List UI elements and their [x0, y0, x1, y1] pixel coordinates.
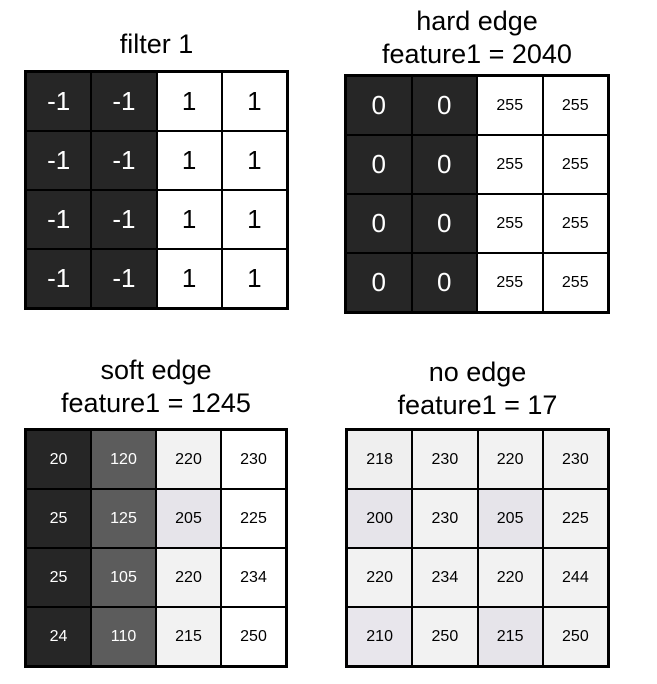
- matrix-cell: 0: [346, 76, 412, 135]
- matrix-cell: 255: [542, 253, 608, 312]
- matrix-cell: 1: [156, 72, 222, 131]
- matrix-cell: 110: [91, 607, 156, 666]
- matrix-cell: 200: [347, 489, 413, 548]
- matrix-cell: 125: [91, 489, 156, 548]
- matrix-cell: 220: [477, 548, 543, 607]
- panel-title: hard edge feature1 = 2040: [344, 5, 610, 71]
- panel-title: filter 1: [24, 28, 289, 61]
- matrix-cell: -1: [26, 249, 92, 308]
- matrix-cell: 220: [156, 430, 221, 489]
- matrix-cell: 1: [221, 131, 287, 190]
- matrix-cell: 250: [412, 607, 478, 666]
- matrix-cell: 234: [412, 548, 478, 607]
- matrix-cell: -1: [26, 190, 92, 249]
- matrix-cell: 230: [412, 489, 478, 548]
- matrix-cell: 105: [91, 548, 156, 607]
- matrix-grid: 20 120 220 230 25 125 205 225 25 105 220 234 24 110 21…: [24, 428, 288, 668]
- matrix-cell: 1: [221, 72, 287, 131]
- matrix-cell: 120: [91, 430, 156, 489]
- matrix-cell: 1: [221, 190, 287, 249]
- matrix-cell: -1: [91, 249, 157, 308]
- matrix-cell: 210: [347, 607, 413, 666]
- title-line: feature1 = 2040: [382, 39, 572, 69]
- matrix-cell: 255: [477, 194, 543, 253]
- matrix-cell: 220: [477, 430, 543, 489]
- panel-title: no edge feature1 = 17: [345, 356, 610, 422]
- matrix-cell: 255: [477, 76, 543, 135]
- matrix-cell: 230: [412, 430, 478, 489]
- matrix-cell: 25: [26, 489, 91, 548]
- matrix-cell: 25: [26, 548, 91, 607]
- matrix-cell: 1: [221, 249, 287, 308]
- title-line: no edge: [428, 357, 527, 387]
- matrix-cell: 218: [347, 430, 413, 489]
- panel-no-edge: no edge feature1 = 17 218 230 220 230 200 230…: [345, 356, 610, 668]
- title-line: feature1 = 1245: [61, 388, 251, 418]
- title-line: filter 1: [119, 29, 194, 59]
- matrix-cell: 205: [477, 489, 543, 548]
- matrix-grid: 218 230 220 230 200 230 205 225 220 234 220 244 210 2…: [345, 428, 610, 668]
- matrix-cell: 215: [477, 607, 543, 666]
- matrix-cell: 225: [542, 489, 608, 548]
- matrix-cell: 244: [542, 548, 608, 607]
- matrix-cell: 220: [347, 548, 413, 607]
- matrix-cell: 1: [156, 131, 222, 190]
- matrix-cell: 0: [346, 253, 412, 312]
- matrix-cell: -1: [91, 72, 157, 131]
- matrix-cell: 0: [411, 135, 477, 194]
- matrix-cell: 24: [26, 607, 91, 666]
- matrix-cell: 215: [156, 607, 221, 666]
- matrix-cell: 205: [156, 489, 221, 548]
- matrix-cell: 0: [411, 76, 477, 135]
- matrix-cell: 255: [477, 253, 543, 312]
- matrix-cell: 1: [156, 249, 222, 308]
- matrix-cell: 1: [156, 190, 222, 249]
- panel-soft-edge: soft edge feature1 = 1245 20 120 220 230 25 1…: [24, 354, 288, 668]
- matrix-cell: -1: [91, 131, 157, 190]
- matrix-cell: -1: [91, 190, 157, 249]
- matrix-cell: 0: [346, 194, 412, 253]
- matrix-cell: 255: [542, 135, 608, 194]
- panel-hard-edge: hard edge feature1 = 2040 0 0 255 255 0 0 255 2…: [344, 5, 610, 314]
- matrix-cell: 220: [156, 548, 221, 607]
- matrix-cell: -1: [26, 72, 92, 131]
- matrix-cell: 225: [221, 489, 286, 548]
- matrix-cell: 230: [542, 430, 608, 489]
- matrix-cell: 250: [221, 607, 286, 666]
- matrix-grid: 0 0 255 255 0 0 255 255 0 0 255 255 0 0 255 255: [344, 74, 610, 314]
- title-line: hard edge: [416, 6, 538, 36]
- matrix-cell: 255: [477, 135, 543, 194]
- matrix-cell: 230: [221, 430, 286, 489]
- matrix-cell: 250: [542, 607, 608, 666]
- matrix-cell: 0: [411, 253, 477, 312]
- matrix-cell: 234: [221, 548, 286, 607]
- title-line: feature1 = 17: [397, 390, 558, 420]
- matrix-cell: 255: [542, 76, 608, 135]
- matrix-cell: -1: [26, 131, 92, 190]
- matrix-cell: 255: [542, 194, 608, 253]
- matrix-cell: 0: [346, 135, 412, 194]
- matrix-cell: 20: [26, 430, 91, 489]
- title-line: soft edge: [100, 355, 212, 385]
- matrix-cell: 0: [411, 194, 477, 253]
- matrix-grid: -1 -1 1 1 -1 -1 1 1 -1 -1 1 1 -1 -1 1 1: [24, 70, 289, 310]
- panel-title: soft edge feature1 = 1245: [24, 354, 288, 420]
- panel-filter: filter 1 -1 -1 1 1 -1 -1 1 1 -1 -1 1 1 -1 -1 1 1: [24, 28, 289, 310]
